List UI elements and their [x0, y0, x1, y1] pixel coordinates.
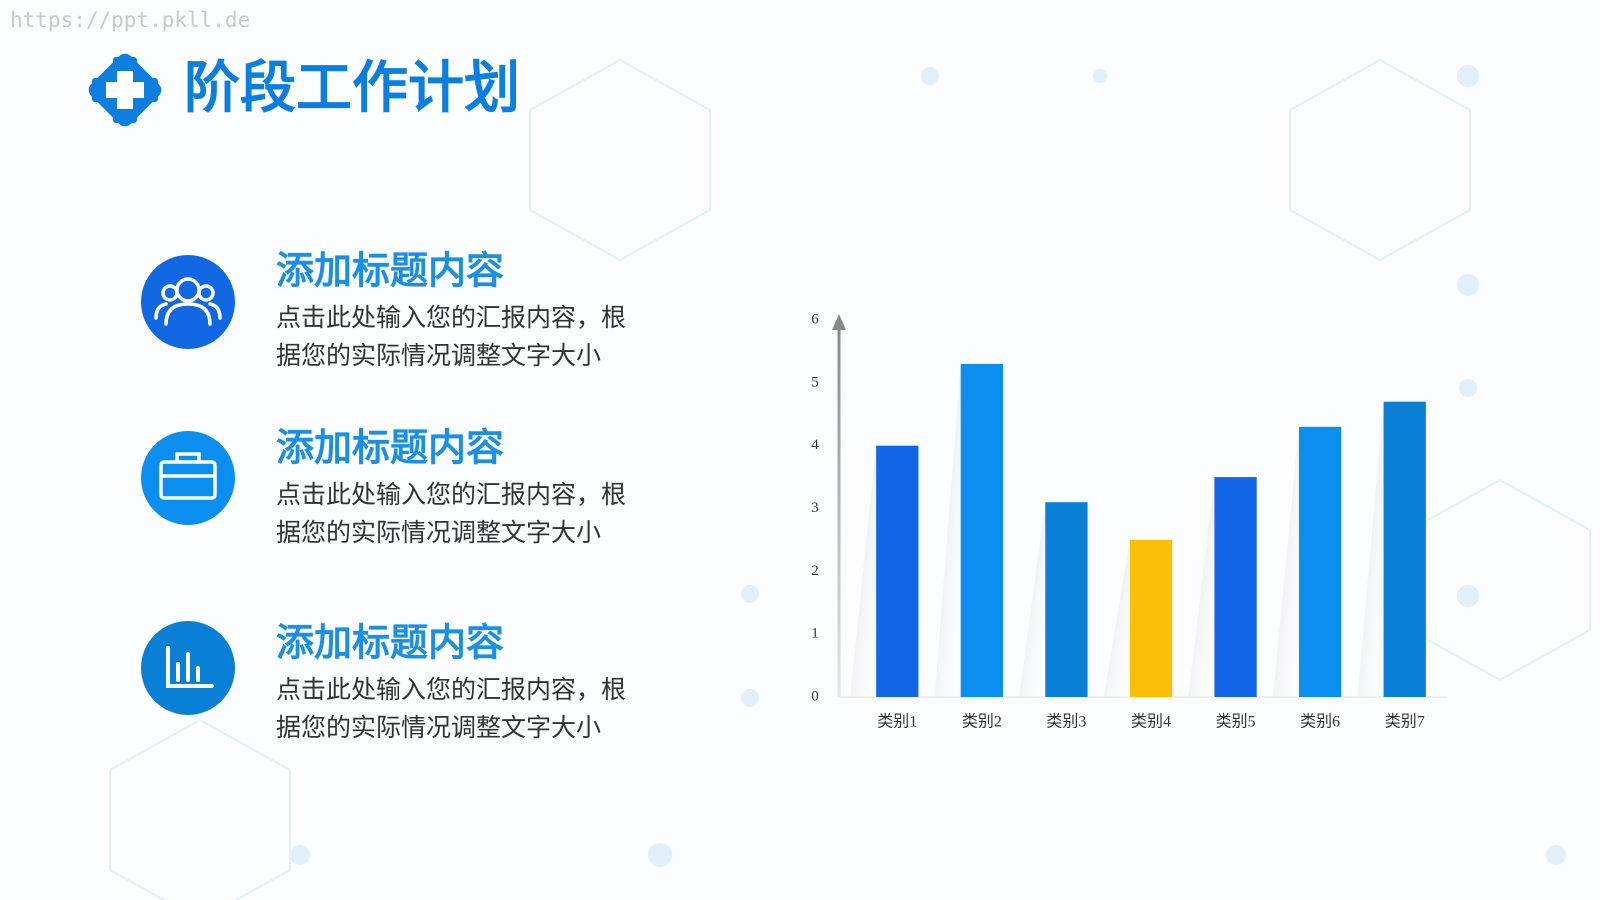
- bar: [1045, 502, 1088, 697]
- item-body: 点击此处输入您的汇报内容，根: [276, 480, 626, 509]
- x-tick-label: 类别3: [1046, 713, 1086, 731]
- bar-shadow: [1357, 401, 1384, 697]
- y-tick-label: 5: [811, 374, 819, 390]
- bar-shadow: [850, 445, 877, 697]
- watermark: https://ppt.pkll.de: [10, 8, 250, 32]
- item-heading: 添加标题内容: [276, 249, 504, 293]
- bar: [1299, 426, 1342, 697]
- bar: [1214, 477, 1257, 697]
- bar: [1129, 539, 1173, 697]
- bar-shadow: [1019, 502, 1046, 697]
- x-tick-label: 类别1: [877, 713, 917, 731]
- y-axis-arrow: [832, 314, 846, 330]
- item-body: 点击此处输入您的汇报内容，根: [276, 675, 626, 704]
- item-body: 据您的实际情况调整文字大小: [276, 713, 601, 742]
- bar-shadow: [1273, 426, 1299, 697]
- y-tick-label: 0: [811, 688, 819, 704]
- bar: [1383, 401, 1426, 697]
- icon-people: [141, 255, 235, 349]
- y-tick-label: 1: [811, 626, 819, 642]
- y-tick-label: 3: [811, 500, 819, 516]
- bar-shadow: [1188, 477, 1215, 697]
- dots: [290, 65, 1566, 867]
- x-tick-label: 类别2: [962, 713, 1002, 731]
- item-heading: 添加标题内容: [276, 621, 504, 665]
- y-tick-label: 6: [811, 311, 819, 327]
- item-heading: 添加标题内容: [276, 426, 504, 470]
- logo: [88, 53, 162, 127]
- bar: [876, 445, 919, 697]
- x-tick-label: 类别5: [1216, 713, 1256, 731]
- bar: [960, 363, 1003, 697]
- icon-briefcase: [141, 431, 235, 525]
- item-body: 据您的实际情况调整文字大小: [276, 518, 601, 547]
- y-axis: [837, 328, 841, 697]
- icon-chart: [141, 621, 235, 715]
- bar-shadow: [1103, 539, 1130, 697]
- item-body: 据您的实际情况调整文字大小: [276, 341, 601, 370]
- x-tick-label: 类别7: [1385, 713, 1425, 731]
- y-tick-label: 4: [811, 437, 819, 453]
- x-tick-label: 类别6: [1300, 713, 1340, 731]
- bar-shadow: [934, 363, 961, 697]
- x-tick-label: 类别4: [1131, 713, 1171, 731]
- item-body: 点击此处输入您的汇报内容，根: [276, 303, 626, 332]
- y-tick-label: 2: [811, 563, 819, 579]
- title: 阶段工作计划: [184, 56, 520, 121]
